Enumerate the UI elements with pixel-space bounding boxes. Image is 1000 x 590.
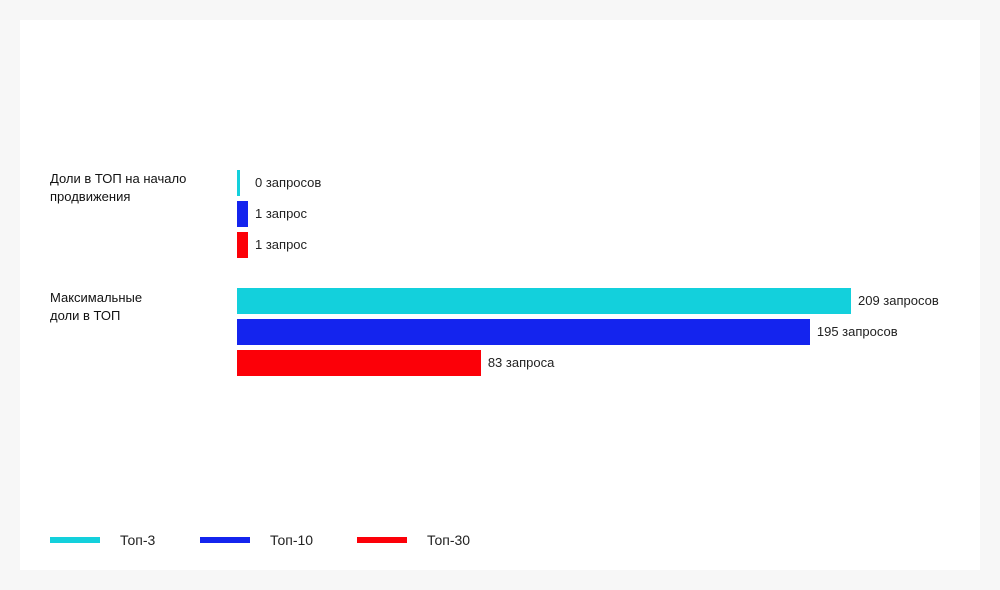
legend-swatch-top3 — [50, 537, 100, 543]
bar-max-топ30 — [237, 350, 481, 376]
bar-value-label: 1 запрос — [255, 206, 308, 221]
bar-start-топ30 — [237, 232, 248, 258]
legend-label-top30: Топ-30 — [427, 532, 471, 548]
legend-item-top3: Топ-3 — [50, 530, 155, 550]
bar-value-label: 195 запросов — [816, 324, 898, 339]
bar-max-топ10 — [237, 319, 810, 345]
legend-label-top3: Топ-3 — [120, 532, 156, 548]
bar-max-топ3 — [237, 288, 851, 314]
legend-swatch-top10 — [200, 537, 250, 543]
legend-swatch-top30 — [357, 537, 407, 543]
legend-item-top30: Топ-30 — [357, 530, 470, 550]
legend-label-top10: Топ-10 — [270, 532, 314, 548]
chart-card: Доли в ТОП на начало продвижения Максима… — [20, 20, 980, 570]
group-label-max: Максимальные доли в ТОП — [50, 290, 143, 323]
bar-value-label: 0 запросов — [255, 175, 322, 190]
bar-value-label: 1 запрос — [255, 237, 308, 252]
bar-value-label: 209 запросов — [858, 293, 939, 308]
bar-start-топ3 — [237, 170, 240, 196]
bar-start-топ10 — [237, 201, 248, 227]
bar-value-label: 83 запроса — [487, 355, 555, 370]
legend-item-top10: Топ-10 — [200, 530, 313, 550]
group-label-start: Доли в ТОП на начало продвижения — [50, 171, 187, 204]
